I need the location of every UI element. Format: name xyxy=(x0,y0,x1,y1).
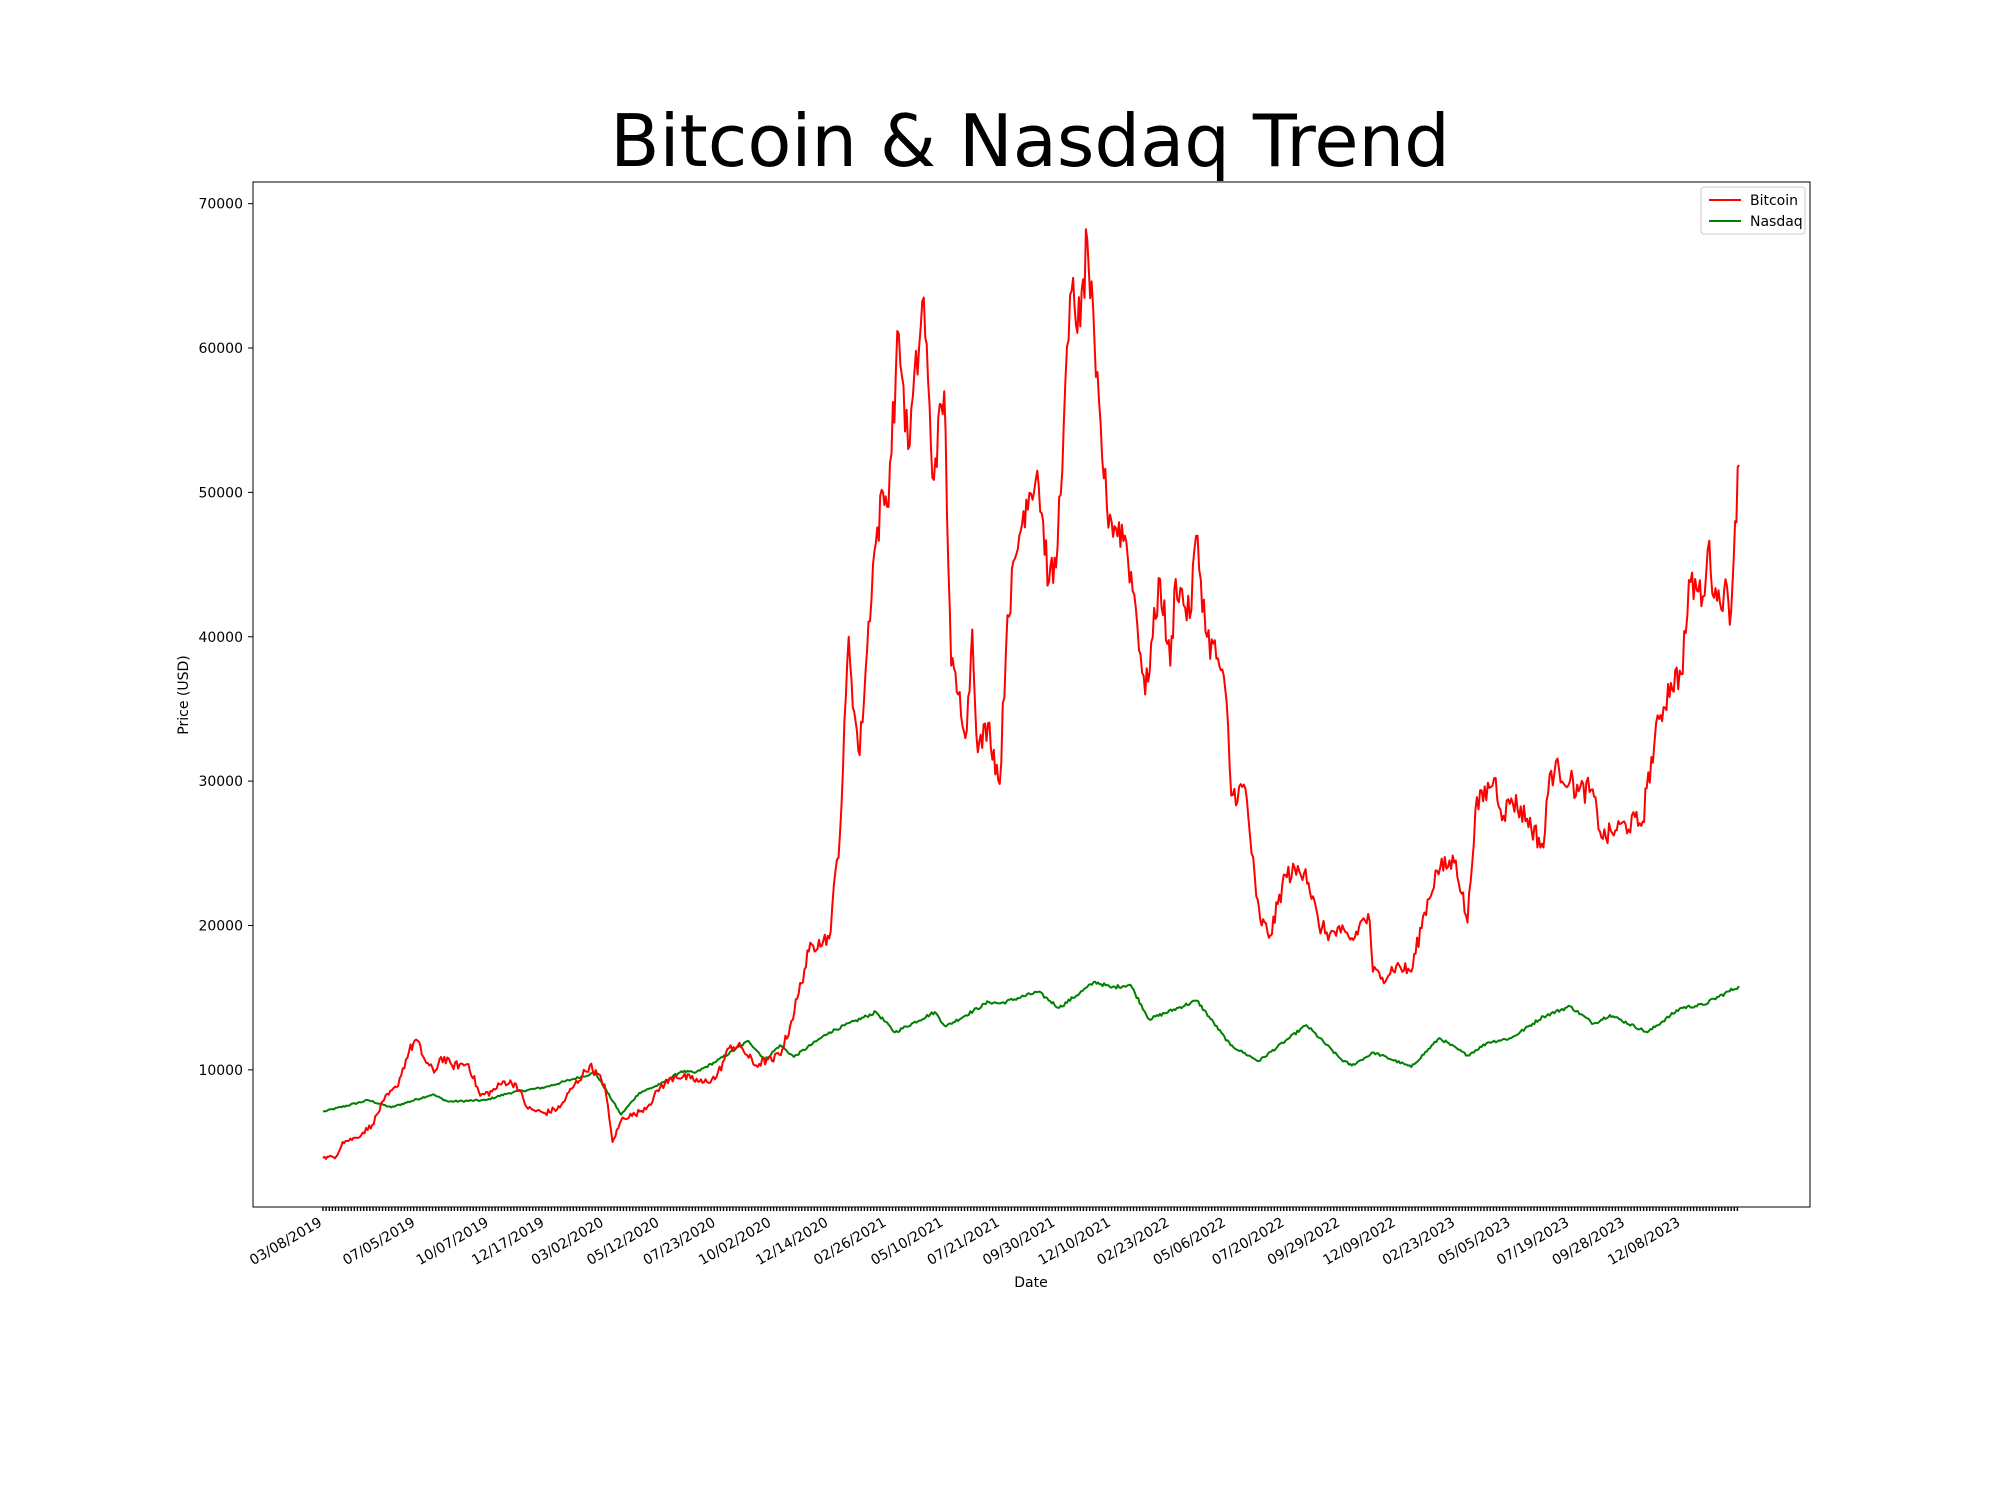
legend-label-nasdaq: Nasdaq xyxy=(1750,214,1803,230)
legend-label-bitcoin: Bitcoin xyxy=(1750,193,1798,209)
chart-title: Bitcoin & Nasdaq Trend xyxy=(610,99,1450,183)
x-axis-dense-ticks xyxy=(322,1207,1739,1211)
y-tick-label: 10000 xyxy=(198,1063,243,1079)
y-tick-label: 20000 xyxy=(198,918,243,934)
y-axis-label: Price (USD) xyxy=(176,655,192,734)
x-axis-label: Date xyxy=(1014,1275,1047,1291)
plot-frame xyxy=(252,181,1811,1208)
legend-box xyxy=(1700,186,1806,235)
legend: Bitcoin Nasdaq xyxy=(1700,186,1806,235)
y-tick-label: 40000 xyxy=(198,630,243,646)
y-tick-label: 30000 xyxy=(198,774,243,790)
series-line-nasdaq xyxy=(322,980,1740,1116)
series-line-bitcoin xyxy=(322,228,1740,1160)
y-tick-label: 60000 xyxy=(198,341,243,357)
y-tick-label: 50000 xyxy=(198,485,243,501)
y-tick-label: 70000 xyxy=(198,197,243,213)
